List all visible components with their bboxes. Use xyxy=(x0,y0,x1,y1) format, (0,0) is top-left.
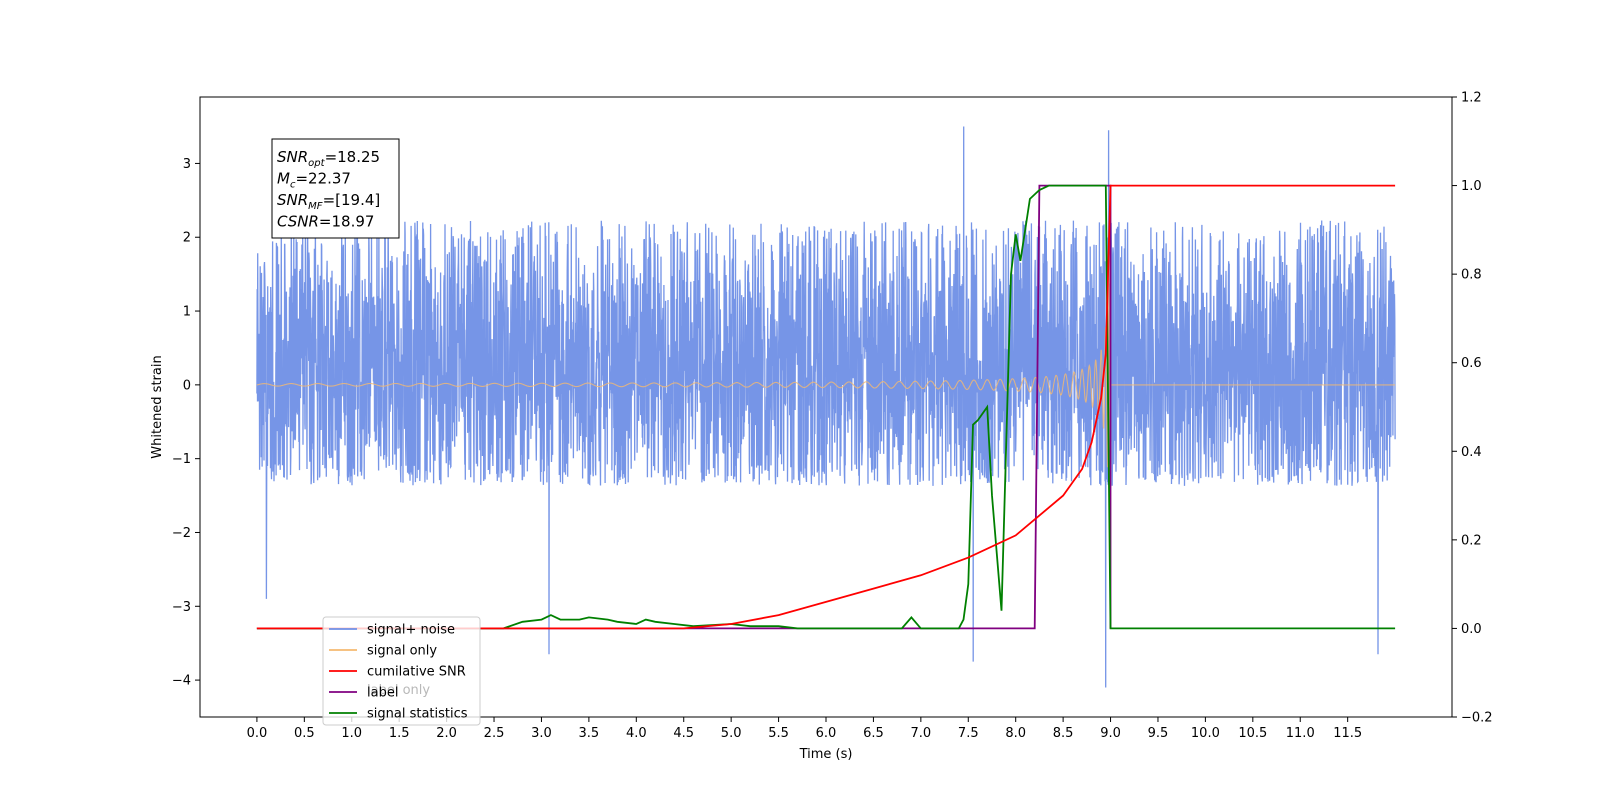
y-left-tick-label: −1 xyxy=(172,452,191,467)
legend: label only signal+ noise signal only cumila… xyxy=(322,616,481,726)
y-right-tick-label: 1.0 xyxy=(1461,179,1482,194)
x-tick-label: 1.5 xyxy=(389,726,410,741)
x-tick-label: 0.0 xyxy=(247,726,268,741)
x-tick-label: 4.5 xyxy=(673,726,694,741)
legend-box xyxy=(322,616,481,726)
x-tick-label: 0.5 xyxy=(294,726,315,741)
series-signal-only xyxy=(256,249,1396,580)
x-tick-label: 8.5 xyxy=(1053,726,1074,741)
stats-annotation-line: Mc=22.37 xyxy=(277,170,351,191)
y-axis-label: Whitened strain xyxy=(150,355,165,458)
stats-annotation-line: SNRMF=[19.4] xyxy=(277,191,380,212)
x-tick-label: 7.0 xyxy=(911,726,932,741)
legend-entry: cumilative SNR xyxy=(367,665,466,680)
x-tick-label: 8.0 xyxy=(1005,726,1026,741)
x-tick-label: 9.5 xyxy=(1148,726,1169,741)
y-right-tick-label: 0.0 xyxy=(1461,622,1482,637)
x-tick-label: 4.0 xyxy=(626,726,647,741)
y-left-tick-label: 0 xyxy=(183,378,191,393)
x-tick-label: 5.0 xyxy=(721,726,742,741)
y-right-tick-label: −0.2 xyxy=(1461,711,1493,726)
x-tick-label: 11.0 xyxy=(1286,726,1315,741)
legend-entry: signal only xyxy=(367,644,437,659)
x-tick-label: 7.5 xyxy=(958,726,979,741)
y-left-tick-label: −3 xyxy=(172,600,191,615)
x-tick-label: 11.5 xyxy=(1333,726,1362,741)
y-left-tick-label: −2 xyxy=(172,526,191,541)
y-left-tick-label: 3 xyxy=(183,157,191,172)
x-axis-label: Time (s) xyxy=(799,747,853,762)
legend-entry: signal statistics xyxy=(367,707,468,722)
legend-entry: label xyxy=(367,686,398,701)
y-right-tick-label: 1.2 xyxy=(1461,91,1482,106)
x-tick-label: 3.0 xyxy=(531,726,552,741)
series-cumulative-snr xyxy=(256,184,1396,630)
series-label xyxy=(256,184,1112,630)
legend-overlap-text: label only xyxy=(367,683,430,698)
y-right-tick-label: 0.6 xyxy=(1461,356,1482,371)
x-tick-label: 10.0 xyxy=(1191,726,1220,741)
x-tick-label: 10.5 xyxy=(1238,726,1267,741)
legend-entry: signal+ noise xyxy=(367,623,455,638)
x-tick-label: 2.5 xyxy=(484,726,505,741)
series-signal-statistics xyxy=(256,184,1396,630)
y-left-tick-label: 2 xyxy=(183,231,191,246)
x-tick-label: 2.0 xyxy=(436,726,457,741)
x-tick-label: 9.0 xyxy=(1100,726,1121,741)
stats-annotation-line: SNRopt=18.25 xyxy=(277,148,380,169)
x-tick-label: 5.5 xyxy=(768,726,789,741)
y-right-tick-label: 0.8 xyxy=(1461,268,1482,283)
x-tick-label: 6.0 xyxy=(816,726,837,741)
x-tick-label: 6.5 xyxy=(863,726,884,741)
x-tick-label: 1.0 xyxy=(341,726,362,741)
y-left-tick-label: −4 xyxy=(172,674,191,689)
stats-annotation: SNRopt=18.25Mc=22.37SNRMF=[19.4]CSNR=18.… xyxy=(271,138,400,239)
y-right-tick-label: 0.4 xyxy=(1461,445,1482,460)
stats-annotation-line: CSNR=18.97 xyxy=(277,213,374,231)
x-tick-label: 3.5 xyxy=(579,726,600,741)
y-left-tick-label: 1 xyxy=(183,305,191,320)
series-signal-plus-noise xyxy=(256,126,1396,688)
y-right-tick-label: 0.2 xyxy=(1461,533,1482,548)
stats-annotation-box xyxy=(271,138,400,239)
